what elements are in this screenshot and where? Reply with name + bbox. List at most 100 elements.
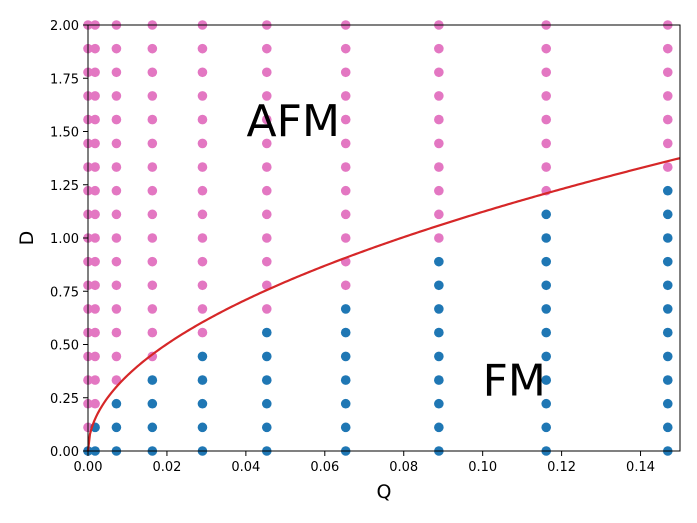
afm-point <box>340 233 351 243</box>
afm-point <box>261 209 272 220</box>
afm-point <box>197 114 208 125</box>
x-tick-label: 0.02 <box>152 460 181 475</box>
y-tick-label: 1.75 <box>50 72 79 87</box>
afm-point <box>261 114 272 125</box>
fm-point <box>434 304 444 314</box>
afm-point <box>197 256 208 267</box>
afm-point <box>147 304 158 314</box>
y-tick-label: 2.00 <box>50 19 79 34</box>
afm-point <box>90 256 100 267</box>
afm-point <box>147 209 158 220</box>
afm-point <box>541 67 552 78</box>
afm-point <box>111 114 122 125</box>
fm-point <box>340 375 351 385</box>
afm-point <box>340 209 351 220</box>
afm-point <box>90 398 100 409</box>
afm-point <box>340 67 351 78</box>
afm-point <box>340 185 351 196</box>
afm-point <box>111 138 122 149</box>
afm-point <box>90 162 100 172</box>
afm-point <box>340 280 351 291</box>
afm-point <box>111 304 122 314</box>
afm-point <box>261 233 272 243</box>
afm-point <box>340 91 351 101</box>
fm-point <box>434 398 444 409</box>
afm-point <box>662 43 673 54</box>
ticks-layer: 0.00 0.02 0.04 0.06 0.08 0.10 0.12 0.14 0.00 0.25… <box>50 19 655 475</box>
afm-point <box>541 91 552 101</box>
afm-point <box>261 280 272 291</box>
afm-point <box>541 162 552 172</box>
afm-point <box>197 304 208 314</box>
fm-point <box>111 398 122 409</box>
afm-point <box>340 162 351 172</box>
afm-point <box>147 185 158 196</box>
fm-point <box>197 351 208 362</box>
x-tick-label: 0.08 <box>389 460 418 475</box>
fm-point <box>197 422 208 433</box>
afm-point <box>111 233 122 243</box>
afm-point <box>541 114 552 125</box>
afm-point <box>541 138 552 149</box>
afm-point <box>147 114 158 125</box>
afm-point <box>197 91 208 101</box>
x-tick-label: 0.10 <box>468 460 497 475</box>
afm-point <box>90 114 100 125</box>
fm-point <box>541 422 552 433</box>
afm-point <box>111 280 122 291</box>
fm-point <box>541 256 552 267</box>
afm-point <box>90 375 100 385</box>
fm-point <box>111 422 122 433</box>
afm-point <box>261 138 272 149</box>
afm-point <box>261 162 272 172</box>
afm-point <box>434 233 444 243</box>
afm-point <box>197 162 208 172</box>
afm-point <box>147 233 158 243</box>
fm-point <box>662 280 673 291</box>
afm-point <box>147 256 158 267</box>
afm-point <box>261 43 272 54</box>
fm-point <box>662 375 673 385</box>
fm-point <box>147 422 158 433</box>
afm-point <box>111 67 122 78</box>
afm-point <box>197 138 208 149</box>
fm-point <box>541 351 552 362</box>
fm-point <box>434 351 444 362</box>
afm-point <box>434 162 444 172</box>
fm-point <box>541 280 552 291</box>
afm-point <box>90 280 100 291</box>
fm-point <box>662 422 673 433</box>
afm-point <box>340 43 351 54</box>
x-tick-label: 0.04 <box>231 460 260 475</box>
fm-point <box>261 327 272 338</box>
afm-point <box>434 185 444 196</box>
afm-point <box>662 91 673 101</box>
afm-point <box>662 114 673 125</box>
afm-point <box>261 91 272 101</box>
afm-point <box>111 91 122 101</box>
fm-region-label: FM <box>483 356 546 407</box>
fm-point <box>434 375 444 385</box>
afm-region-label: AFM <box>247 96 340 147</box>
afm-point <box>90 138 100 149</box>
x-tick-label: 0.00 <box>74 460 103 475</box>
afm-point <box>197 185 208 196</box>
fm-point <box>434 256 444 267</box>
afm-point <box>261 304 272 314</box>
fm-point <box>340 422 351 433</box>
fm-point <box>541 209 552 220</box>
x-tick-label: 0.12 <box>547 460 576 475</box>
fm-point <box>261 375 272 385</box>
x-tick-label: 0.14 <box>626 460 655 475</box>
afm-point <box>90 304 100 314</box>
fm-point <box>662 256 673 267</box>
afm-point <box>197 209 208 220</box>
afm-point <box>541 43 552 54</box>
afm-point <box>261 256 272 267</box>
fm-point <box>261 351 272 362</box>
afm-point <box>111 162 122 172</box>
fm-point <box>662 351 673 362</box>
afm-point <box>90 43 100 54</box>
fm-point <box>340 327 351 338</box>
